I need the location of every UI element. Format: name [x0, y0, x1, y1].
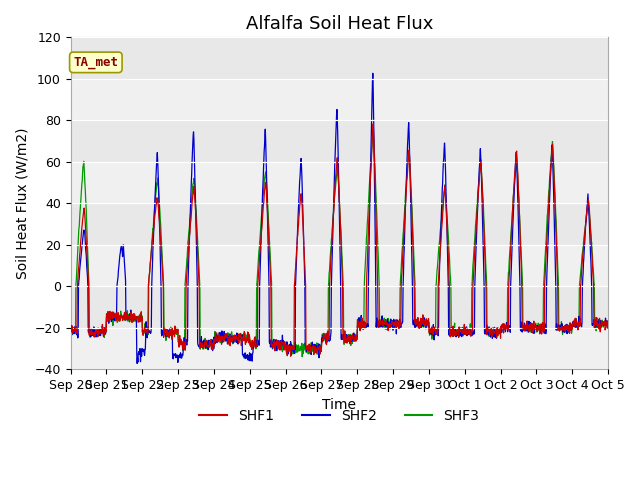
- Legend: SHF1, SHF2, SHF3: SHF1, SHF2, SHF3: [194, 404, 485, 429]
- SHF1: [369, 121, 377, 127]
- Line: SHF1: SHF1: [70, 124, 608, 356]
- SHF2: [173, 352, 181, 358]
- SHF3: [67, 326, 74, 332]
- SHF3: [541, 255, 549, 261]
- Text: TA_met: TA_met: [74, 56, 118, 69]
- SHF3: [173, 328, 181, 334]
- Bar: [70, 79, 608, 120]
- SHF2: [541, 324, 549, 330]
- SHF2: [247, 351, 255, 357]
- SHF2: [604, 323, 612, 328]
- SHF3: [369, 127, 377, 133]
- Bar: [70, 162, 608, 203]
- SHF2: [67, 330, 74, 336]
- SHF2: [493, 330, 501, 336]
- SHF1: [246, 341, 254, 347]
- Bar: [70, 328, 608, 369]
- Bar: [70, 245, 608, 286]
- SHF1: [493, 331, 501, 336]
- SHF1: [287, 353, 294, 359]
- SHF2: [424, 320, 431, 326]
- SHF1: [424, 319, 431, 325]
- SHF2: [369, 71, 377, 76]
- SHF3: [604, 324, 612, 329]
- SHF2: [187, 201, 195, 207]
- SHF2: [133, 360, 141, 366]
- SHF1: [604, 318, 612, 324]
- Line: SHF3: SHF3: [70, 130, 608, 357]
- SHF3: [424, 321, 431, 327]
- Title: Alfalfa Soil Heat Flux: Alfalfa Soil Heat Flux: [246, 15, 433, 33]
- SHF3: [186, 214, 194, 220]
- SHF3: [493, 332, 501, 337]
- SHF3: [246, 338, 254, 344]
- SHF1: [186, 224, 194, 230]
- SHF1: [541, 276, 549, 281]
- Y-axis label: Soil Heat Flux (W/m2): Soil Heat Flux (W/m2): [15, 128, 29, 279]
- SHF1: [173, 327, 181, 333]
- SHF1: [67, 324, 74, 330]
- X-axis label: Time: Time: [323, 397, 356, 411]
- SHF3: [298, 354, 306, 360]
- Line: SHF2: SHF2: [70, 73, 608, 363]
